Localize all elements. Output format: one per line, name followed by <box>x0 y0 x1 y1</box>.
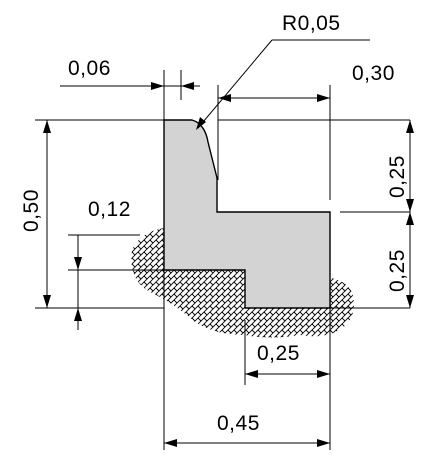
dim-top-width-label: 0,30 <box>352 62 395 85</box>
dim-embed-depth: 0,12 <box>74 198 131 330</box>
dim-radius: R0,05 <box>196 12 370 130</box>
dim-upper-height: 0,25 <box>386 120 414 212</box>
extension-lines <box>35 70 410 450</box>
dim-foot-width: 0,25 <box>245 342 330 378</box>
dim-top-gap-label: 0,06 <box>68 57 111 80</box>
dim-total-height-label: 0,50 <box>20 189 43 232</box>
dim-upper-height-label: 0,25 <box>386 155 409 198</box>
dim-embed-depth-label: 0,12 <box>88 198 131 221</box>
curb-profile <box>163 119 331 309</box>
dim-radius-label: R0,05 <box>282 12 341 35</box>
dim-top-gap: 0,06 <box>60 57 200 90</box>
dim-top-width: 0,30 <box>218 62 395 102</box>
dim-total-width: 0,45 <box>164 412 330 447</box>
dim-total-width-label: 0,45 <box>217 412 260 435</box>
soil-hatch <box>131 228 354 338</box>
dim-lower-height: 0,25 <box>386 212 414 308</box>
dim-total-height: 0,50 <box>20 120 51 308</box>
dim-foot-width-label: 0,25 <box>257 342 300 365</box>
dim-lower-height-label: 0,25 <box>386 249 409 292</box>
